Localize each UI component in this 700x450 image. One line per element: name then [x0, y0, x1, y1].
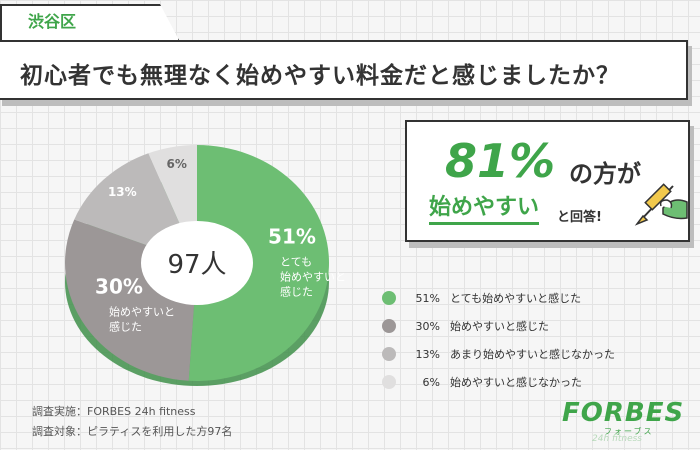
logo-sub2-text: 24h fitness: [592, 434, 642, 444]
logo-sub-text: フォーブス: [604, 427, 654, 436]
chart-legend: 51% とても始めやすいと感じた 30% 始めやすいと感じた 13% あまり始め…: [382, 284, 615, 396]
legend-item: 30% 始めやすいと感じた: [382, 312, 615, 340]
survey-conductor: 調査実施：FORBES 24h fitness: [32, 405, 196, 418]
region-tag-text: 渋谷区: [28, 12, 77, 31]
legend-label: 始めやすいと感じなかった: [450, 376, 582, 389]
legend-item: 13% あまり始めやすいと感じなかった: [382, 340, 615, 368]
slice-value-label: 13%: [108, 185, 137, 199]
pencil-hand-icon: [634, 183, 688, 226]
legend-percent: 6%: [422, 375, 440, 389]
slice-value-label: 6%: [167, 157, 187, 171]
slice-value-label: 51%: [268, 225, 316, 249]
slice-value-label: 30%: [95, 274, 143, 298]
survey-footer: 調査実施：FORBES 24h fitness 調査対象：ピラティスを利用した方…: [32, 402, 232, 442]
result-callout: 81% の方が 始めやすい と回答!: [405, 120, 690, 242]
slice-description-text: 感じた: [109, 320, 142, 333]
forbes-logo: FORBES フォーブス 24h fitness: [562, 398, 692, 446]
legend-item: 51% とても始めやすいと感じた: [382, 284, 615, 312]
legend-percent: 30%: [415, 319, 440, 333]
legend-swatch: [382, 319, 396, 333]
legend-label: とても始めやすいと感じた: [450, 292, 582, 305]
slice-description-text: とても: [280, 256, 312, 269]
slice-description-text: 感じた: [280, 286, 313, 299]
logo-main-text: FORBES: [562, 398, 685, 428]
callout-answer-suffix: と回答!: [557, 210, 602, 225]
callout-percent: 81%: [445, 134, 556, 188]
survey-target: 調査対象：ピラティスを利用した方97名: [32, 425, 233, 438]
donut-slice: [188, 144, 330, 382]
legend-label: あまり始めやすいと感じなかった: [450, 348, 615, 361]
legend-swatch: [382, 347, 396, 361]
donut-center-label: 97人: [167, 250, 226, 280]
legend-swatch: [382, 291, 396, 305]
legend-label: 始めやすいと感じた: [450, 320, 549, 333]
callout-answer: 始めやすい: [429, 194, 540, 225]
question-text: 初心者でも無理なく始めやすい料金だと感じましたか？: [20, 63, 620, 89]
legend-item: 6% 始めやすいと感じなかった: [382, 368, 615, 396]
slice-description-text: 始めやすいと: [109, 304, 175, 318]
legend-percent: 13%: [415, 347, 440, 361]
slice-description-text: 始めやすいと: [280, 270, 346, 284]
callout-suffix: の方が: [569, 160, 641, 188]
legend-swatch: [382, 375, 396, 389]
legend-percent: 51%: [415, 291, 440, 305]
question-banner: 初心者でも無理なく始めやすい料金だと感じましたか？: [0, 40, 688, 100]
donut-hole: [141, 221, 253, 305]
